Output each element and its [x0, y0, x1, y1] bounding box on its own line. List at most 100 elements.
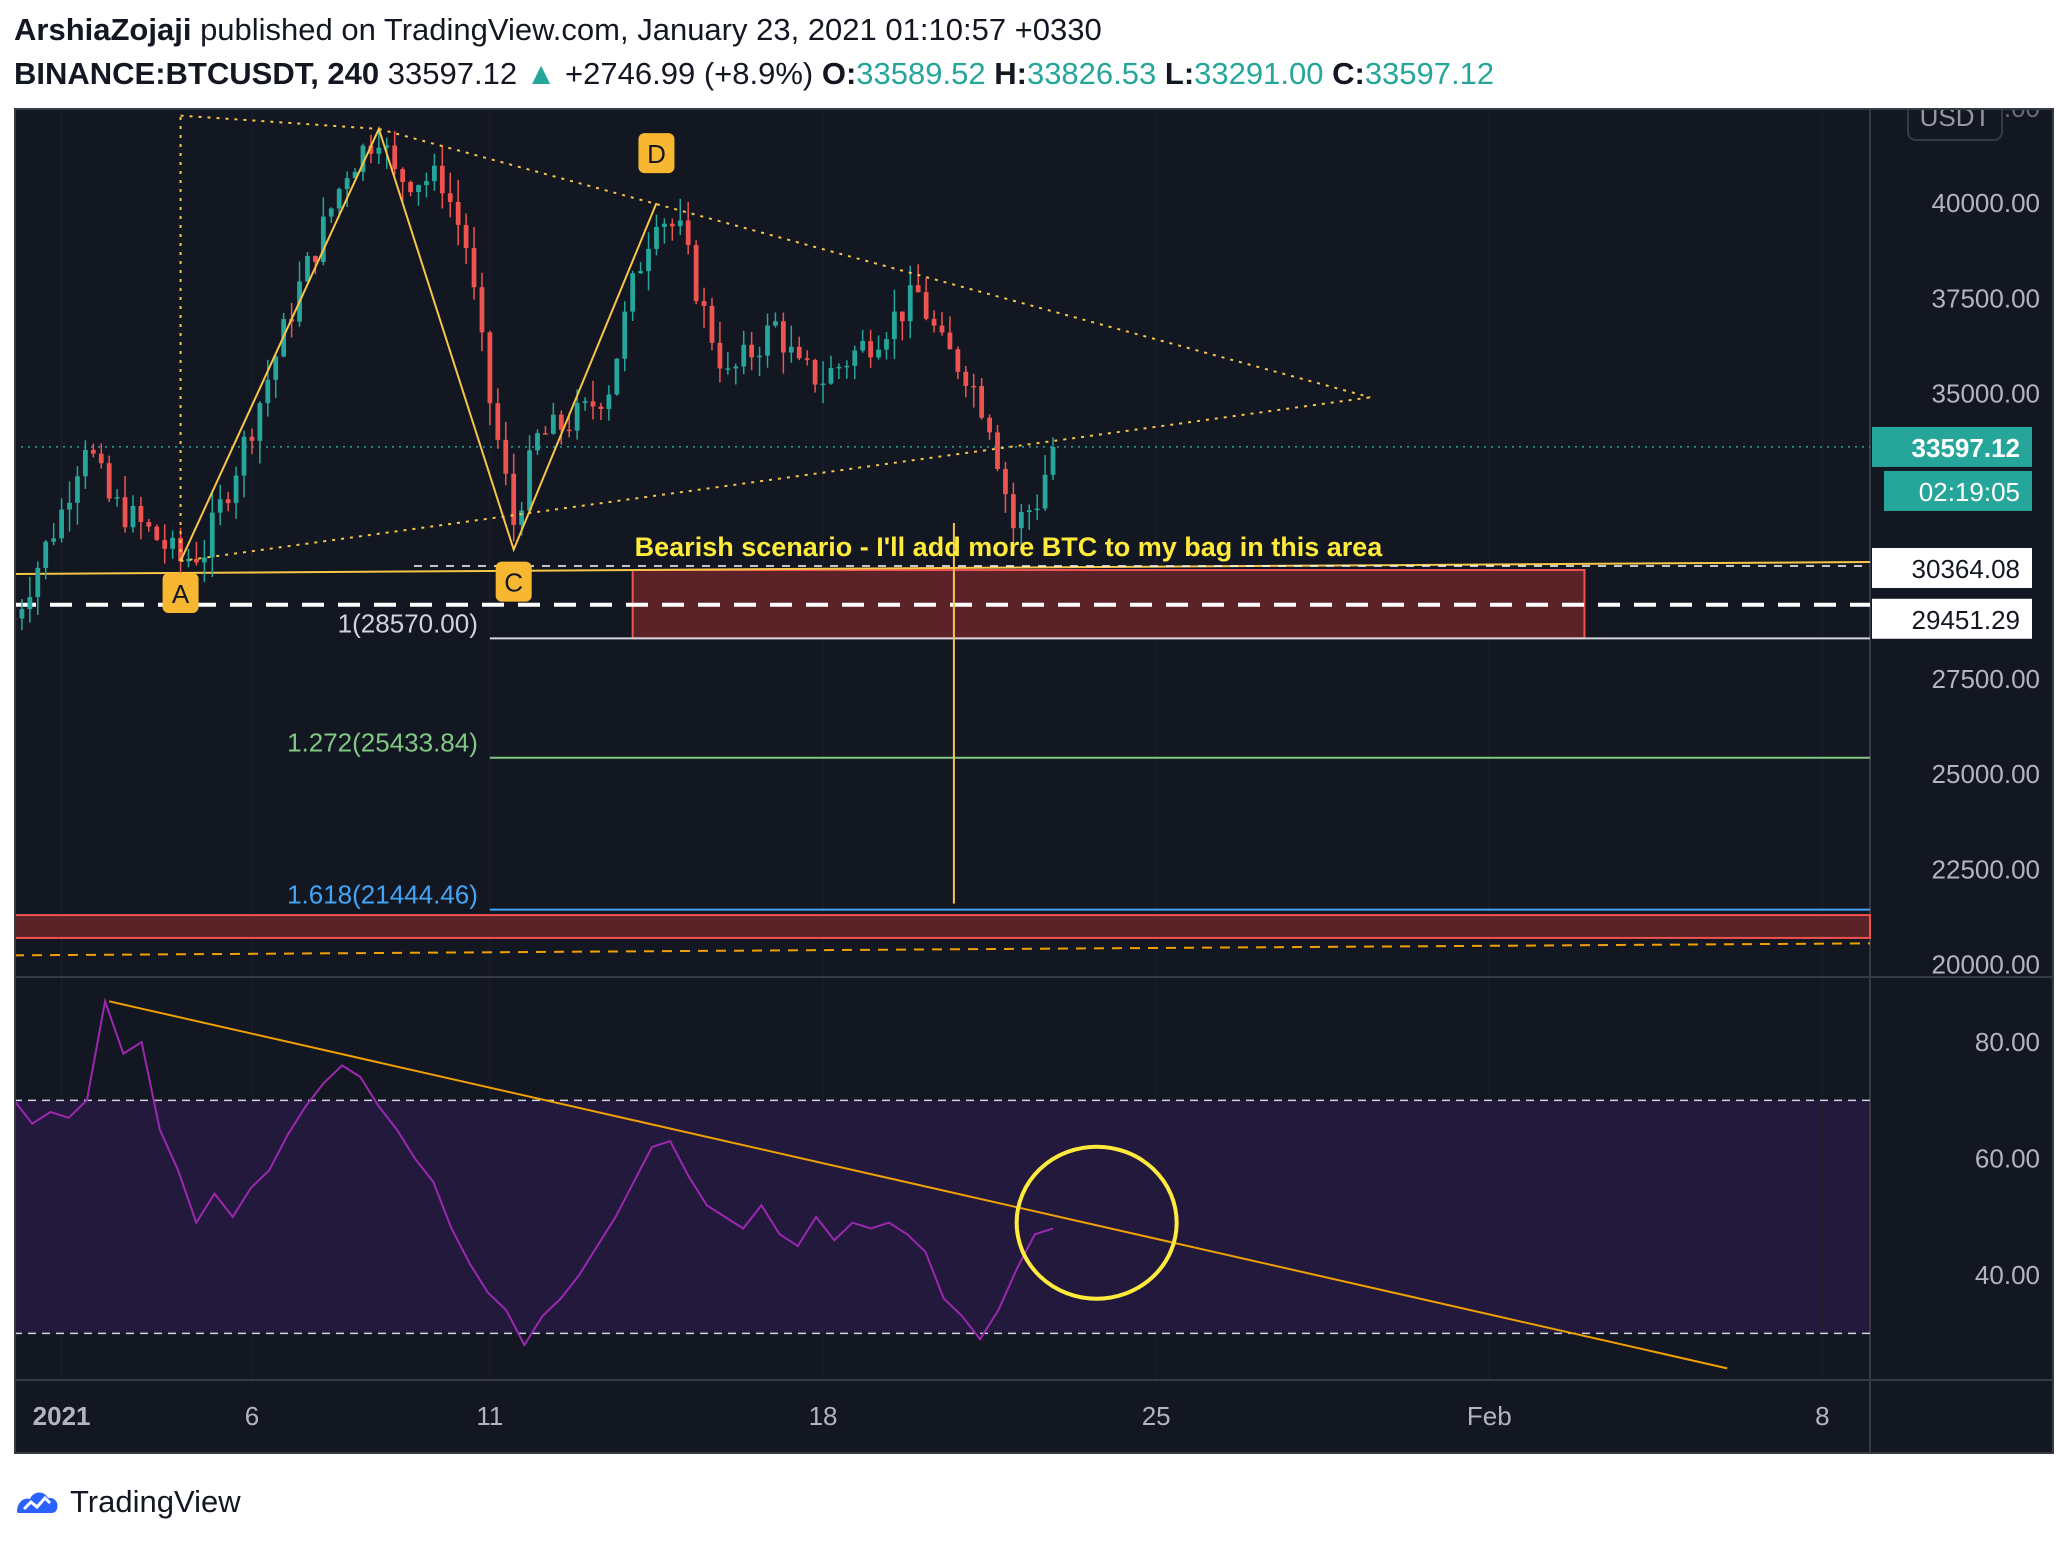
candle-body: [558, 414, 564, 430]
candle-body: [98, 453, 104, 464]
candle-body: [963, 371, 969, 386]
price-axis-tick: 35000.00: [1932, 379, 2040, 409]
candle-body: [67, 502, 72, 510]
candle-body: [59, 509, 64, 539]
candles: [14, 130, 1056, 631]
candle-body: [804, 358, 810, 360]
candle-body: [630, 273, 636, 312]
level-price-badge-text: 29451.29: [1912, 605, 2020, 635]
candle-body: [138, 505, 144, 522]
open-label: O:: [821, 56, 857, 91]
rsi-trendline: [108, 1000, 1728, 1370]
close-value: 33597.12: [1364, 56, 1495, 91]
countdown-badge: [1884, 470, 2032, 511]
candle-body: [844, 365, 850, 368]
close-label: C:: [1332, 56, 1365, 91]
candle-body: [265, 379, 271, 404]
candle-body: [606, 394, 612, 410]
candle-body: [598, 406, 604, 410]
rsi-axis-tick: 80.00: [1975, 1027, 2040, 1057]
lower-zone: [14, 914, 1871, 939]
price-chart[interactable]: 1(28570.00) 1.272(25433.84) 1.618(21444.46…: [14, 108, 2054, 1454]
candle-body: [424, 181, 429, 186]
pattern-point-badge: [638, 133, 675, 174]
candle-body: [27, 597, 33, 610]
candle-body: [305, 255, 310, 282]
candle-body: [1011, 494, 1016, 529]
candle-body: [447, 193, 453, 202]
candle-body: [83, 449, 88, 477]
candle-body: [1018, 511, 1024, 529]
candle-body: [1042, 474, 1048, 509]
last-price-badge: [1872, 426, 2032, 467]
candle-body: [35, 567, 41, 598]
candle-body: [392, 145, 398, 170]
candle-body: [923, 292, 929, 319]
candle-body: [638, 271, 643, 274]
candle-body: [209, 512, 215, 558]
time-axis-label: 25: [1142, 1401, 1171, 1431]
candle-body: [519, 510, 525, 525]
abcd-pattern-line: [179, 126, 658, 562]
tradingview-logo-icon[interactable]: [14, 1487, 60, 1517]
candle-body: [431, 165, 437, 182]
candle-body: [582, 401, 588, 404]
rsi-axis-tick: 40.00: [1975, 1260, 2040, 1290]
fib-level-label: 1.618(21444.46): [287, 880, 478, 910]
candle-body: [717, 342, 723, 369]
time-axis-label: 18: [809, 1401, 838, 1431]
scenario-annotation: Bearish scenario - I'll add more BTC to …: [635, 532, 1384, 562]
rsi-axis-tick: 60.00: [1975, 1144, 2040, 1174]
rsi-band-fill: [14, 1100, 1870, 1334]
candle-body: [313, 255, 318, 262]
candle-body: [257, 403, 263, 441]
candle-body: [884, 339, 889, 350]
candle-body: [709, 305, 715, 343]
author-name[interactable]: ArshiaZojaji: [14, 12, 192, 47]
candle-body: [241, 436, 247, 476]
candle-body: [360, 145, 366, 172]
candle-body: [162, 539, 168, 549]
candle-body: [622, 311, 628, 359]
candle-body: [979, 386, 985, 418]
symbol-label[interactable]: BINANCE:BTCUSDT, 240: [14, 56, 380, 91]
pattern-point-badge: [162, 573, 199, 614]
triangle-up-icon: ▲: [525, 56, 557, 91]
candle-body: [106, 463, 112, 499]
candle-body: [614, 358, 620, 395]
candle-body: [836, 366, 842, 369]
candle-body: [495, 403, 501, 440]
candle-body: [907, 285, 913, 322]
candle-body: [566, 429, 572, 432]
candle-body: [947, 332, 953, 350]
time-axis-label: Feb: [1467, 1401, 1512, 1431]
candle-body: [43, 541, 49, 568]
time-axis-label: 2021: [33, 1401, 91, 1431]
candle-body: [463, 224, 469, 248]
candle-body: [416, 185, 421, 193]
currency-badge[interactable]: [1907, 108, 2003, 141]
candle-body: [75, 476, 80, 503]
candle-body: [328, 208, 334, 217]
candle-body: [677, 220, 683, 227]
last-price: 33597.12: [387, 56, 518, 91]
candle-body: [170, 537, 176, 549]
currency-label: USDT: [1920, 108, 1991, 132]
candle-body: [90, 449, 96, 454]
low-value: 33291.00: [1194, 56, 1324, 91]
last-price-badge-text: 33597.12: [1912, 433, 2020, 463]
candle-body: [368, 145, 374, 154]
candle-body: [828, 368, 834, 384]
tradingview-brand[interactable]: TradingView: [70, 1484, 241, 1519]
chart-border: [14, 108, 2054, 1454]
candle-body: [352, 171, 358, 179]
high-value: 33826.53: [1026, 56, 1157, 91]
candle-body: [987, 417, 992, 433]
candle-body: [733, 366, 739, 369]
rsi-highlight-circle: [1014, 1144, 1179, 1301]
candle-body: [820, 383, 826, 386]
candle-body: [114, 497, 120, 499]
candle-body: [479, 287, 485, 333]
candle-body: [225, 499, 231, 504]
candle-body: [860, 341, 866, 351]
